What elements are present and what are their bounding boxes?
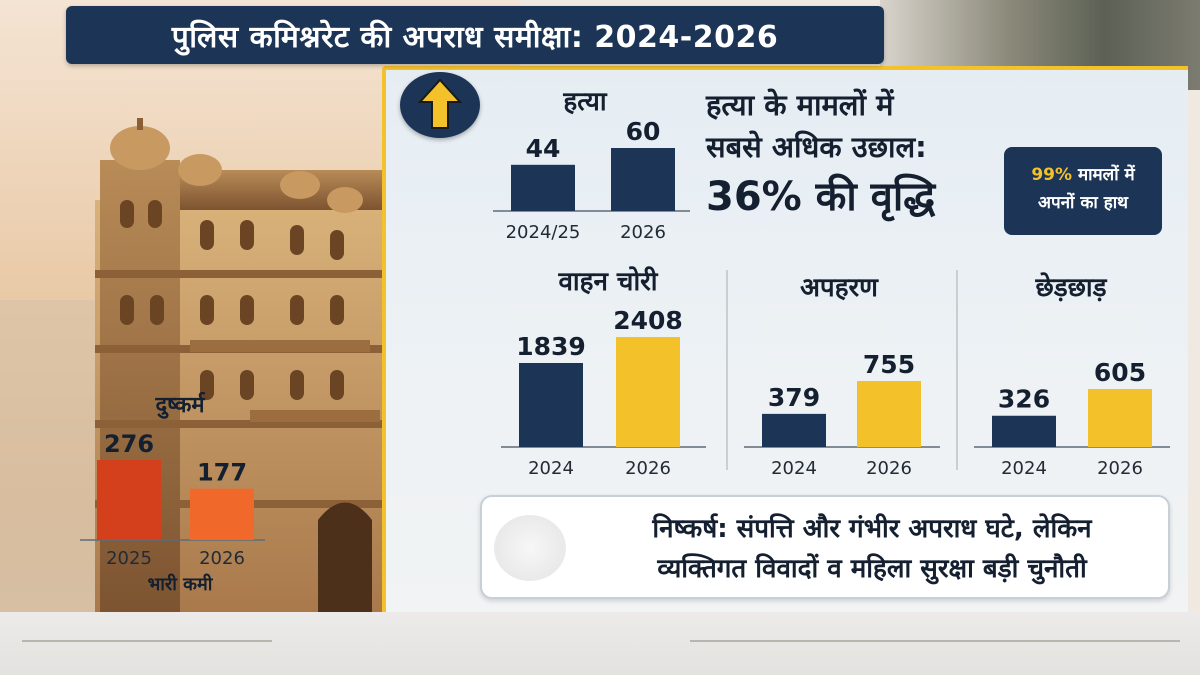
headline-line3: 36% की वृद्धि <box>706 174 936 220</box>
bar-value-label: 60 <box>626 117 661 146</box>
bar <box>1088 389 1152 447</box>
chart-title: अपहरण <box>800 273 879 303</box>
category-label: 2025 <box>106 548 152 569</box>
bar-value-label: 326 <box>998 385 1050 414</box>
chart-divider <box>956 270 958 470</box>
charts-layer: हत्या44 2024/25 60 2026 वाहन चोरी 1839 2024 240… <box>80 87 1170 595</box>
bar <box>519 362 583 447</box>
up-arrow-badge <box>400 72 480 138</box>
headline: हत्या के मामलों में सबसे अधिक उछाल: 36% … <box>706 84 1006 226</box>
badge-highlight: 99% <box>1031 165 1073 185</box>
bar-value-label: 44 <box>526 134 561 163</box>
badge-text: मामलों में <box>1077 165 1135 185</box>
conclusion-line1: निष्कर्ष: संपत्ति और गंभीर अपराध घटे, ले… <box>652 514 1092 544</box>
seal-emblem <box>494 515 566 581</box>
bottom-rule <box>22 640 272 642</box>
bar <box>190 488 254 540</box>
insider-badge: 99% मामलों में अपनों का हाथ <box>1004 147 1162 235</box>
headline-line1: हत्या के मामलों में <box>706 88 894 122</box>
bar-value-label: 177 <box>197 459 247 487</box>
conclusion-text: निष्कर्ष: संपत्ति और गंभीर अपराध घटे, ले… <box>582 509 1162 589</box>
bar <box>611 148 675 211</box>
bar-value-label: 379 <box>768 383 820 412</box>
category-label: 2026 <box>1097 458 1143 479</box>
conclusion-box: निष्कर्ष: संपत्ति और गंभीर अपराध घटे, ले… <box>480 495 1170 599</box>
chart-title: हत्या <box>562 87 607 117</box>
chart-title: दुष्कर्म <box>154 391 205 419</box>
page-title: पुलिस कमिश्नरेट की अपराध समीक्षा: 2024-2… <box>171 19 779 55</box>
bottom-rule <box>690 640 1180 642</box>
bar-value-label: 276 <box>104 430 154 458</box>
category-label: 2024 <box>771 458 817 479</box>
category-label: 2026 <box>625 458 671 479</box>
category-label: 2026 <box>620 222 666 243</box>
conclusion-line2: व्यक्तिगत विवादों व महिला सुरक्षा बड़ी च… <box>657 554 1087 584</box>
bar-value-label: 605 <box>1094 358 1146 387</box>
badge-line2: अपनों का हाथ <box>1037 193 1129 213</box>
background-bottom <box>0 612 1200 675</box>
bar <box>762 413 826 447</box>
chart-title: वाहन चोरी <box>557 266 658 297</box>
category-label: 2024/25 <box>506 222 581 243</box>
chart-divider <box>726 270 728 470</box>
bar <box>511 164 575 211</box>
bar-value-label: 2408 <box>613 306 683 335</box>
title-banner: पुलिस कमिश्नरेट की अपराध समीक्षा: 2024-2… <box>66 6 884 64</box>
category-label: 2024 <box>528 458 574 479</box>
bar <box>616 337 680 447</box>
up-arrow-icon <box>418 78 462 129</box>
category-label: 2024 <box>1001 458 1047 479</box>
chart-title: छेड़छाड़ <box>1034 272 1107 303</box>
headline-line2: सबसे अधिक उछाल: <box>706 130 927 164</box>
category-label: 2026 <box>866 458 912 479</box>
bar-value-label: 1839 <box>516 332 586 361</box>
bar <box>857 381 921 447</box>
bar <box>97 460 161 540</box>
bar <box>992 415 1056 447</box>
chart-note: भारी कमी <box>148 573 214 595</box>
bar-value-label: 755 <box>863 350 915 379</box>
category-label: 2026 <box>199 548 245 569</box>
